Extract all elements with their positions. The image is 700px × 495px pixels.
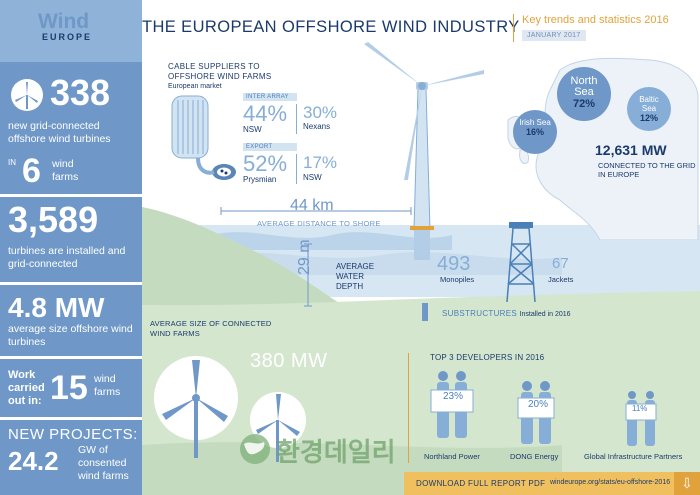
developer-name: Global Infrastructure Partners: [584, 452, 683, 461]
cable-market: European market: [168, 83, 222, 90]
depth-label: AVERAGE WATER DEPTH: [336, 262, 375, 291]
download-url[interactable]: windeurope.org/stats/eu-offshore-2016: [550, 479, 671, 486]
inter-divider: [296, 104, 297, 134]
inter-second-name: Nexans: [303, 122, 331, 131]
people-holding-sign-icon: [625, 391, 657, 446]
panel-installed: 3,589 turbines are installed and grid-co…: [0, 197, 142, 282]
export-second-pct: 17%: [303, 153, 338, 172]
date-badge: JANUARY 2017: [522, 30, 586, 41]
cable-title: CABLE SUPPLIERS TO OFFSHORE WIND FARMS: [168, 62, 272, 81]
export-main-name: Prysmian: [243, 175, 277, 184]
in-label: IN: [8, 158, 16, 167]
grid-desc: CONNECTED TO THE GRID IN EUROPE: [598, 161, 696, 179]
inter-main-name: NSW: [243, 125, 262, 134]
new-projects-value: 24.2: [8, 446, 59, 476]
developer-pct: 11%: [632, 404, 648, 413]
developer-card: 11%: [618, 390, 664, 452]
panel-work: Work carried out in: 15 wind farms: [0, 359, 142, 417]
jackets-label: Jackets: [548, 275, 574, 284]
monopiles-count: 493: [437, 253, 471, 275]
developer-card: 20%: [510, 380, 562, 452]
work-unit: wind farms: [94, 373, 121, 398]
irish-sea-label: Irish Sea: [519, 118, 551, 127]
jackets-count: 67: [552, 255, 569, 272]
farm-size-value: 380 MW: [250, 350, 328, 372]
work-count: 15: [50, 369, 88, 407]
north-sea-label: North Sea: [570, 75, 598, 98]
distance-arrow: [220, 207, 412, 215]
avg-size-desc: average size offshore wind turbines: [8, 323, 133, 348]
people-holding-sign-icon: [517, 381, 555, 444]
panel-avg-size: 4.8 MW average size offshore wind turbin…: [0, 285, 142, 356]
farms-label: wind farms: [52, 158, 79, 183]
logo-wordmark: Wind: [38, 10, 90, 33]
download-label[interactable]: DOWNLOAD FULL REPORT PDF: [416, 479, 546, 488]
offshore-turbine-illustration: [364, 42, 484, 260]
depth-value: 29 m: [296, 239, 313, 275]
watermark-text: 환경데일리: [276, 437, 396, 467]
bubble-north-sea: North Sea 72%: [557, 67, 611, 121]
jacket-structure-icon: [506, 222, 536, 303]
page-title: THE EUROPEAN OFFSHORE WIND INDUSTRY: [142, 18, 520, 36]
developer-name: DONG Energy: [510, 452, 559, 461]
new-projects-label: NEW PROJECTS:: [8, 426, 138, 443]
developer-pct: 23%: [443, 391, 464, 402]
logo-subtext: EUROPE: [42, 32, 93, 42]
new-turbines-desc: new grid-connected offshore wind turbine…: [8, 120, 111, 145]
watermark-globe-icon: [240, 434, 270, 464]
substructures-title-text: SUBSTRUCTURES: [442, 309, 518, 318]
developer-card: 23%: [423, 370, 481, 452]
new-projects-desc: GW of consented wind farms: [78, 444, 129, 482]
inter-main-pct: 44%: [243, 101, 288, 126]
grid-mw: 12,631 MW: [595, 142, 667, 158]
download-arrow-icon[interactable]: ⇩: [674, 472, 700, 495]
inter-array-tag: INTER ARRAY: [243, 93, 297, 101]
export-divider: [296, 154, 297, 184]
baltic-sea-pct: 12%: [639, 113, 658, 123]
avg-size-value: 4.8 MW: [8, 292, 105, 323]
cable-reel-icon: [171, 95, 236, 180]
distance-label: AVERAGE DISTANCE TO SHORE: [257, 219, 381, 228]
header-divider: [513, 14, 514, 42]
turbine-icon: [11, 79, 43, 111]
developer-name: Northland Power: [424, 452, 480, 461]
depth-bar: [304, 243, 312, 307]
new-turbines-count: 338: [50, 72, 111, 113]
windeurope-logo: Wind EUROPE: [38, 10, 93, 42]
irish-sea-pct: 16%: [525, 127, 544, 137]
people-holding-sign-icon: [430, 371, 474, 438]
farms-count: 6: [22, 152, 41, 190]
bubble-irish-sea: Irish Sea 16%: [513, 110, 557, 154]
substructures-bar: [422, 303, 428, 321]
farm-size-label: AVERAGE SIZE OF CONNECTED WIND FARMS: [150, 319, 272, 338]
monopiles-label: Monopiles: [440, 275, 475, 284]
panel-new-projects: NEW PROJECTS: 24.2 GW of consented wind …: [0, 420, 142, 495]
export-tag: EXPORT: [243, 143, 297, 151]
installed-total: 3,589: [8, 199, 99, 240]
distance-value: 44 km: [290, 197, 334, 214]
bubble-baltic-sea: Baltic Sea 12%: [627, 87, 671, 131]
work-label: Work carried out in:: [8, 369, 45, 407]
baltic-sea-label: Baltic Sea: [639, 95, 659, 113]
download-bar[interactable]: DOWNLOAD FULL REPORT PDF windeurope.org/…: [404, 472, 700, 495]
developers-title: TOP 3 DEVELOPERS IN 2016: [430, 353, 545, 362]
north-sea-pct: 72%: [572, 98, 596, 110]
farm-turbines-icon: [154, 356, 306, 462]
inter-second-pct: 30%: [303, 103, 338, 122]
substructures-suffix: Installed in 2016: [519, 311, 571, 318]
developers-divider: [408, 353, 409, 463]
panel-new-turbines: 338 new grid-connected offshore wind tur…: [0, 62, 142, 194]
page-subtitle: Key trends and statistics 2016: [522, 14, 669, 26]
installed-desc: turbines are installed and grid-connecte…: [8, 245, 126, 270]
developer-pct: 20%: [528, 399, 549, 410]
substructures-title: SUBSTRUCTURES Installed in 2016: [442, 309, 571, 318]
export-main-pct: 52%: [243, 151, 288, 176]
export-second-name: NSW: [303, 173, 322, 182]
